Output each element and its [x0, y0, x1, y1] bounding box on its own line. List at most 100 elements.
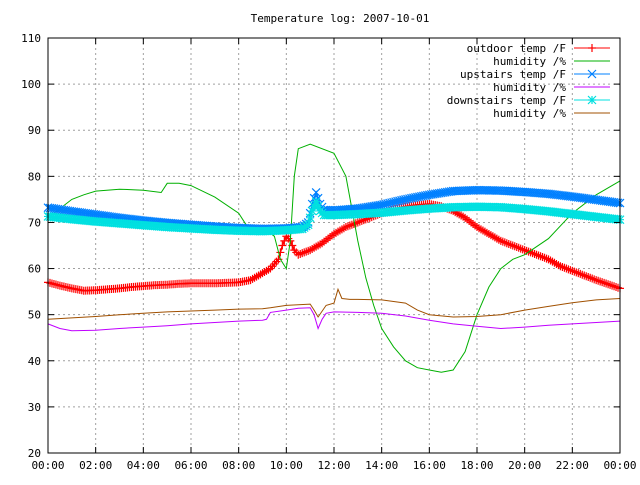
data-point: [296, 249, 305, 258]
data-point: [339, 224, 348, 233]
plot-area: [43, 143, 625, 373]
data-point: [556, 262, 565, 271]
data-point: [564, 265, 573, 274]
series-line: [47, 143, 621, 373]
data-point: [534, 251, 543, 260]
data-point: [566, 266, 575, 275]
data-point: [298, 249, 307, 258]
data-point: [588, 274, 597, 283]
legend-label: humidity /%: [493, 107, 566, 120]
series-5: [47, 287, 621, 320]
data-point: [510, 242, 519, 251]
data-point: [568, 266, 577, 275]
data-point: [606, 280, 615, 289]
data-point: [572, 268, 581, 277]
chart-title: Temperature log: 2007-10-01: [251, 12, 430, 25]
legend-label: humidity /%: [493, 81, 566, 94]
data-point: [584, 273, 593, 282]
data-point: [313, 201, 323, 211]
x-tick-label: 10:00: [270, 459, 303, 472]
data-point: [303, 220, 313, 230]
data-point: [554, 261, 563, 270]
data-point: [602, 279, 611, 288]
y-tick-label: 20: [28, 447, 41, 460]
legend-label: outdoor temp /F: [467, 42, 566, 55]
data-point: [532, 250, 541, 259]
x-tick-label: 00:00: [31, 459, 64, 472]
y-tick-label: 30: [28, 401, 41, 414]
data-point: [514, 243, 523, 252]
data-point: [294, 250, 303, 259]
axes: 20 30 40 50 60 70 80 90 100 110 00:00 02:00 04:00 06:…: [21, 32, 636, 472]
data-point: [570, 267, 579, 276]
data-point: [343, 222, 352, 231]
data-point: [598, 278, 607, 287]
data-point: [520, 246, 529, 255]
x-tick-label: 18:00: [460, 459, 493, 472]
data-point: [506, 240, 515, 249]
y-tick-label: 80: [28, 170, 41, 183]
x-tick-label: 02:00: [79, 459, 112, 472]
data-point: [496, 236, 505, 245]
data-point: [560, 263, 569, 272]
data-point: [518, 245, 527, 254]
y-tick-label: 70: [28, 216, 41, 229]
x-tick-label: 20:00: [508, 459, 541, 472]
data-point: [608, 281, 617, 290]
data-point: [498, 237, 507, 246]
legend-marker: [588, 44, 596, 52]
data-point: [300, 248, 309, 257]
data-point: [341, 223, 350, 232]
y-tick-label: 110: [21, 32, 41, 45]
data-point: [264, 265, 273, 274]
data-point: [576, 269, 585, 278]
data-point: [351, 219, 360, 228]
data-point: [538, 253, 547, 262]
data-point: [274, 255, 283, 264]
data-point: [353, 218, 362, 227]
data-point: [612, 283, 621, 291]
data-point: [512, 243, 521, 252]
data-point: [596, 277, 605, 286]
data-point: [528, 249, 537, 258]
data-point: [613, 198, 623, 208]
data-point: [590, 275, 599, 284]
data-point: [311, 197, 321, 207]
legend-marker: [587, 69, 597, 79]
data-point: [307, 206, 317, 216]
data-point: [516, 244, 525, 253]
legend-label: humidity /%: [493, 55, 566, 68]
data-point: [304, 246, 313, 255]
y-tick-label: 40: [28, 355, 41, 368]
data-point: [542, 254, 551, 263]
data-point: [357, 216, 366, 225]
legend-marker: [587, 95, 597, 105]
data-point: [502, 239, 511, 248]
x-tick-label: 22:00: [556, 459, 589, 472]
x-tick-label: 12:00: [317, 459, 350, 472]
series-4: [43, 197, 625, 236]
data-point: [276, 248, 285, 257]
data-point: [574, 269, 583, 278]
data-point: [504, 239, 513, 248]
series-3: [47, 307, 621, 332]
data-point: [302, 247, 311, 256]
data-point: [311, 188, 321, 197]
legend-label: downstairs temp /F: [447, 94, 566, 107]
data-point: [604, 280, 613, 289]
data-point: [592, 276, 601, 285]
data-point: [530, 249, 539, 258]
data-point: [578, 270, 587, 279]
data-point: [355, 217, 364, 226]
grid: [48, 38, 620, 453]
data-point: [586, 273, 595, 282]
data-point: [558, 263, 567, 272]
data-point: [600, 278, 609, 287]
data-point: [278, 241, 287, 250]
data-point: [345, 221, 354, 230]
y-tick-label: 100: [21, 78, 41, 91]
data-point: [562, 264, 571, 273]
series-line: [47, 307, 621, 332]
